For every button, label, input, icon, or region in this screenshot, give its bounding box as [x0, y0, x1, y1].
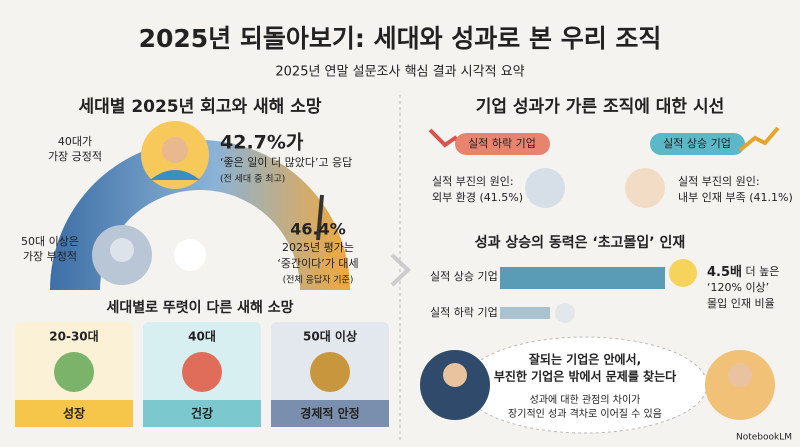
bulb-icon [669, 259, 697, 287]
wish: 건강 [191, 406, 213, 421]
caption: 성과에 대한 관점의 차이가 [530, 394, 641, 406]
stat-text: ‘좋은 일이 더 많았다’고 응답 [220, 155, 352, 169]
section-title: 성과 상승의 동력은 ‘초고몰입’ 인재 [475, 234, 685, 251]
wish-group: 40대 [188, 330, 216, 344]
cause: 실적 부진의 원인: [678, 175, 760, 188]
section-title: 기업 성과가 가른 조직에 대한 시선 [476, 97, 725, 117]
section-title: 세대별로 뚜렷이 다른 새해 소망 [107, 299, 294, 316]
stat-note: (전체 응답자 기준) [283, 274, 354, 286]
footer: NotebookLM [736, 433, 792, 443]
wish-group: 50대 이상 [303, 329, 357, 344]
avatar-body [150, 170, 200, 180]
quote: 잘되는 기업은 안에서, [529, 352, 641, 367]
thinker-face [728, 363, 752, 387]
avatar-face [110, 238, 134, 262]
bar [500, 267, 665, 289]
title: 2025년 되돌아보기: 세대와 성과로 본 우리 조직 [139, 24, 662, 53]
note: 4.5배 더 높은 [707, 264, 779, 280]
stat-note: (전 세대 중 최고) [220, 174, 285, 185]
wish: 성장 [63, 407, 85, 421]
bar [500, 307, 550, 319]
wish-band [15, 400, 133, 427]
wish-band [271, 400, 389, 427]
tag-text: 실적 상승 기업 [663, 137, 731, 150]
wish-icon [182, 352, 222, 392]
bar-label: 실적 상승 기업 [430, 270, 498, 283]
label: 50대 이상은 [21, 235, 79, 248]
wish: 경제적 안정 [300, 406, 359, 421]
cause: 실적 부진의 원인: [432, 175, 514, 188]
tag-text: 실적 하락 기업 [468, 136, 536, 150]
caption: 장기적인 성과 격차로 이어질 수 있음 [508, 407, 662, 420]
note: 몰입 인재 비율 [707, 297, 775, 310]
label: 40대가 [58, 135, 92, 148]
avatar-face [162, 137, 188, 163]
note: ‘120% 이상’ [707, 281, 769, 294]
wish-band [143, 400, 261, 427]
label: 가장 긍정적 [48, 150, 102, 163]
gauge-needle [316, 194, 324, 241]
up-arrow [738, 126, 780, 152]
stat-text: ‘중간이다’가 대세 [277, 257, 358, 270]
note-text: 더 높은 [742, 265, 779, 278]
section-title: 세대별 2025년 회고와 새해 소망 [78, 97, 321, 117]
divider-chevron [390, 253, 411, 287]
bar-label: 실적 하락 기업 [430, 305, 498, 319]
brain-icon [625, 168, 665, 208]
cloud-icon [525, 168, 565, 208]
wish-icon [310, 352, 350, 392]
wish-icon [54, 352, 94, 392]
bulb-icon [555, 303, 575, 323]
stat: 42.7%가 [220, 132, 304, 154]
stat-text: 2025년 평가는 [282, 241, 354, 254]
subtitle: 2025년 연말 설문조사 핵심 결과 시각적 요약 [275, 65, 524, 80]
wish-group: 20-30대 [49, 330, 98, 344]
note-emphasis: 4.5배 [707, 264, 742, 280]
cause: 외부 환경 (41.5%) [432, 191, 523, 204]
thinker-face [443, 363, 467, 387]
gauge-arc [50, 140, 350, 290]
stat: 46.4% [290, 220, 346, 239]
label: 가장 부정적 [23, 250, 77, 263]
group-icon [174, 239, 206, 271]
tag [650, 133, 745, 155]
cause: 내부 인재 부족 (41.1%) [678, 191, 793, 204]
tag [455, 133, 550, 155]
quote: 부진한 기업은 밖에서 문제를 찾는다 [494, 369, 676, 384]
